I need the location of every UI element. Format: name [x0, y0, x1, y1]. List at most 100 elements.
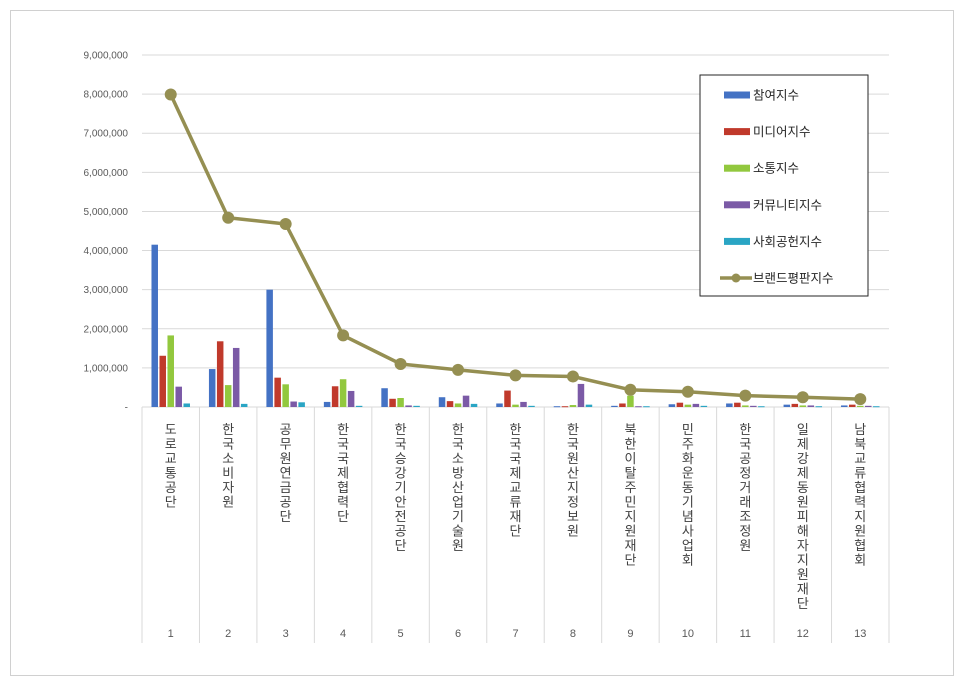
bar-4 — [290, 401, 297, 407]
reputation-point — [681, 385, 694, 398]
bar-4 — [347, 390, 355, 407]
bar-2 — [734, 402, 741, 407]
bar-1 — [438, 397, 446, 407]
bar-4 — [750, 405, 757, 407]
legend-label: 브랜드평판지수 — [753, 271, 834, 286]
legend-label: 사회공헌지수 — [753, 234, 822, 249]
reputation-point — [164, 88, 177, 101]
bar-3 — [799, 405, 807, 407]
bar-2 — [791, 403, 799, 407]
bar-5 — [643, 406, 650, 408]
bar-5 — [470, 403, 478, 407]
y-tick-label: 9,000,000 — [84, 51, 129, 62]
bar-1 — [611, 405, 618, 407]
category-index: 11 — [740, 628, 751, 640]
bar-1 — [266, 289, 273, 407]
bar-3 — [397, 398, 404, 407]
bar-2 — [504, 390, 511, 407]
bar-3 — [454, 403, 462, 407]
bar-1 — [323, 401, 331, 407]
bar-4 — [520, 401, 527, 407]
bar-3 — [339, 379, 347, 407]
bar-4 — [692, 403, 700, 407]
category-index: 12 — [797, 628, 809, 640]
bar-5 — [758, 406, 765, 408]
bar-3 — [282, 384, 289, 407]
bar-2 — [619, 403, 626, 407]
bar-2 — [446, 401, 454, 407]
bar-1 — [496, 403, 503, 407]
bar-3 — [684, 404, 692, 407]
bar-3 — [627, 395, 634, 407]
category-index: 7 — [512, 628, 518, 640]
bar-4 — [462, 395, 470, 407]
legend-swatch — [724, 201, 750, 209]
bar-4 — [405, 405, 412, 407]
bar-5 — [815, 406, 823, 408]
bar-5 — [413, 405, 420, 407]
reputation-point — [337, 329, 350, 342]
bar-5 — [298, 402, 305, 407]
category-index: 1 — [168, 628, 174, 640]
bar-2 — [849, 404, 856, 407]
bar-1 — [208, 369, 216, 407]
reputation-point — [624, 383, 637, 396]
bar-3 — [857, 405, 864, 407]
brand-reputation-chart: - 1,000,000 2,000,000 3,000,000 4,000,000 5,0… — [84, 51, 890, 643]
bar-1 — [726, 403, 733, 407]
bar-5 — [528, 405, 535, 407]
legend-swatch — [724, 237, 750, 245]
category-index: 8 — [570, 628, 576, 640]
bar-5 — [873, 406, 880, 408]
bar-1 — [668, 404, 676, 407]
y-tick-label: 2,000,000 — [84, 324, 129, 335]
legend-label: 미디어지수 — [753, 124, 811, 139]
bar-4 — [232, 347, 240, 407]
bar-2 — [274, 377, 281, 407]
y-tick-label: 3,000,000 — [84, 285, 129, 296]
bar-5 — [240, 403, 248, 407]
bar-1 — [151, 244, 158, 407]
category-index: 3 — [283, 628, 289, 640]
category-index: 6 — [455, 628, 461, 640]
bar-3 — [224, 385, 232, 407]
bar-2 — [216, 341, 224, 407]
legend-label: 소통지수 — [753, 161, 799, 176]
bar-3 — [167, 335, 174, 407]
reputation-point — [452, 363, 465, 376]
bar-5 — [585, 404, 593, 407]
legend-swatch — [724, 164, 750, 172]
bar-4 — [635, 406, 642, 408]
bar-2 — [159, 355, 166, 407]
bar-5 — [183, 403, 190, 407]
legend-label: 참여지수 — [753, 88, 799, 103]
y-tick-label: 5,000,000 — [84, 207, 129, 218]
category-index: 13 — [854, 628, 866, 640]
category-index: 5 — [398, 628, 404, 640]
bar-5 — [355, 405, 363, 407]
y-tick-label: 6,000,000 — [84, 168, 129, 179]
chart-frame: - 1,000,000 2,000,000 3,000,000 4,000,000 5,0… — [10, 10, 954, 676]
bar-1 — [381, 388, 388, 407]
bar-3 — [512, 404, 519, 407]
bar-2 — [389, 398, 396, 407]
legend-swatch — [724, 91, 750, 99]
reputation-point — [796, 391, 809, 404]
category-index: 10 — [682, 628, 694, 640]
category-index: 4 — [340, 628, 346, 640]
bar-3 — [742, 405, 749, 407]
bar-4 — [175, 386, 182, 407]
legend-label: 커뮤니티지수 — [753, 197, 822, 212]
bar-4 — [577, 383, 585, 407]
y-tick-label: - — [125, 403, 128, 414]
